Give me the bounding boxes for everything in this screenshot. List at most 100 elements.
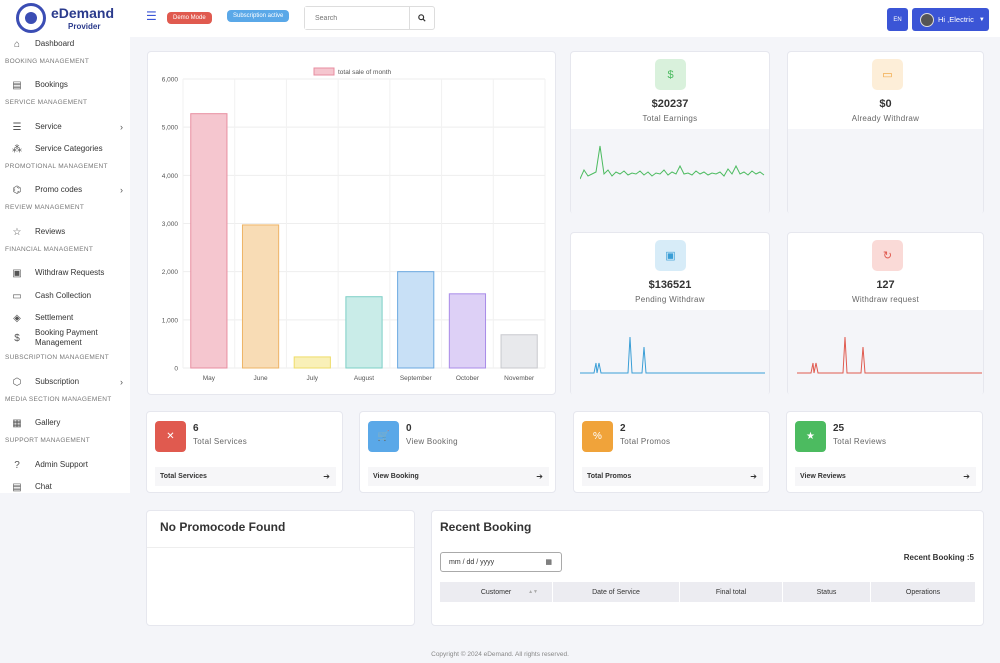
section-title: REVIEW MANAGEMENT (5, 204, 85, 211)
sidebar-item-label: Service (35, 122, 62, 131)
percent-icon: % (582, 421, 613, 452)
x-tick-label: November (504, 375, 535, 382)
booking-table-header: Customer ▲▼ Date of Service Final total S… (440, 582, 975, 602)
arrow-right-icon: ➔ (750, 472, 757, 481)
mini-footer-link[interactable]: Total Services ➔ (155, 467, 336, 486)
dollar-circle-icon: $ (14, 332, 20, 344)
sort-icon: ▲▼ (528, 589, 538, 595)
y-tick-label: 2,000 (162, 269, 179, 276)
mini-title: Total Promos (620, 437, 671, 446)
calendar-icon: ▤ (12, 79, 22, 91)
gallery-icon: ▦ (12, 417, 22, 429)
sparkline-area (788, 129, 983, 215)
dollar-icon: $ (655, 59, 686, 90)
mini-footer-link[interactable]: View Reviews ➔ (795, 467, 976, 486)
column-header-customer[interactable]: Customer ▲▼ (440, 582, 553, 602)
column-header-final-total[interactable]: Final total (680, 582, 783, 602)
menu-toggle-icon[interactable]: ☰ (146, 9, 157, 23)
column-header-date[interactable]: Date of Service (553, 582, 680, 602)
sidebar-item-label: Promo codes (35, 185, 83, 194)
arrow-right-icon: ➔ (536, 472, 543, 481)
sidebar-item-reviews[interactable]: ☆ Reviews (11, 225, 123, 239)
column-label: Final total (715, 588, 747, 596)
x-tick-label: June (254, 375, 268, 382)
recent-booking-panel: Recent Booking mm / dd / yyyy ▦ Recent B… (431, 510, 984, 626)
subscription-badge: Subscription active (227, 10, 290, 22)
sidebar-item-dashboard[interactable]: ⌂ Dashboard (11, 37, 123, 51)
stat-label: Total Earnings (642, 114, 698, 123)
search-box (304, 6, 435, 30)
sidebar-item-label: Admin Support (35, 460, 88, 469)
mini-footer-link[interactable]: Total Promos ➔ (582, 467, 763, 486)
search-icon (418, 14, 426, 22)
chevron-right-icon: › (120, 122, 123, 132)
mini-card-view-booking: 🛒 0 View Booking View Booking ➔ (359, 411, 556, 493)
section-title: MEDIA SECTION MANAGEMENT (5, 396, 112, 403)
stat-value: $136521 (648, 279, 692, 291)
withdraw-icon: ▣ (12, 267, 22, 279)
legend-swatch (313, 67, 335, 76)
user-menu-button[interactable]: Hi ,Electric ▼ (912, 8, 989, 31)
sidebar-item-chat[interactable]: ▤ Chat (11, 480, 123, 494)
shapes-icon: ⁂ (12, 143, 22, 155)
mini-footer-link[interactable]: View Booking ➔ (368, 467, 549, 486)
tools-icon: ✕ (155, 421, 186, 452)
stat-label: Already Withdraw (851, 114, 920, 123)
sidebar-item-promo-codes[interactable]: ⌬ Promo codes › (11, 183, 123, 197)
mini-footer-label: View Reviews (800, 473, 846, 480)
wallet-icon: ▭ (872, 59, 903, 90)
column-header-status[interactable]: Status (783, 582, 871, 602)
sidebar-item-label: Reviews (35, 227, 66, 236)
sidebar-item-withdraw-requests[interactable]: ▣ Withdraw Requests (11, 266, 123, 280)
section-title: FINANCIAL MANAGEMENT (5, 246, 94, 253)
brand-title: eDemand (51, 5, 115, 21)
sidebar-item-subscription[interactable]: ⬡ Subscription › (11, 375, 123, 389)
sidebar-item-gallery[interactable]: ▦ Gallery (11, 416, 123, 430)
mini-count: 2 (620, 423, 626, 434)
language-button[interactable]: EN (887, 8, 908, 31)
recent-booking-count: Recent Booking :5 (903, 553, 974, 562)
sidebar-item-bookings[interactable]: ▤ Bookings (11, 78, 123, 92)
column-header-operations[interactable]: Operations (871, 582, 975, 602)
sidebar-item-label: Withdraw Requests (35, 268, 105, 277)
search-button[interactable] (409, 7, 434, 29)
sidebar-item-service[interactable]: ☰ Service › (11, 120, 123, 134)
bar-november (500, 334, 538, 369)
stat-value: $0 (879, 98, 892, 110)
mini-title: Total Services (193, 437, 247, 446)
brand-logo[interactable]: eDemand Provider (16, 3, 126, 33)
sparkline-area (788, 310, 983, 396)
calendar-icon[interactable]: ▦ (545, 559, 552, 566)
star-icon: ☆ (12, 226, 22, 238)
search-input[interactable] (305, 7, 411, 29)
sidebar-item-settlement[interactable]: ◈ Settlement (11, 311, 123, 325)
stat-card-withdraw-request: ↻ 127 Withdraw request (787, 232, 984, 396)
stat-card-already-withdraw: ▭ $0 Already Withdraw (787, 51, 984, 215)
money-icon: ▣ (655, 240, 686, 271)
sidebar-item-label: Booking Payment Management (35, 328, 98, 348)
y-tick-label: 4,000 (162, 173, 179, 180)
mini-count: 25 (833, 423, 845, 434)
home-icon: ⌂ (13, 38, 21, 50)
recent-booking-title: Recent Booking (440, 520, 532, 534)
sidebar-item-label: Service Categories (35, 144, 103, 153)
bar-may (190, 113, 228, 369)
sidebar-item-cash-collection[interactable]: ▭ Cash Collection (11, 289, 123, 303)
y-tick-label: 0 (174, 366, 178, 373)
mini-card-total-promos: % 2 Total Promos Total Promos ➔ (573, 411, 770, 493)
chat-icon: ▤ (12, 481, 22, 493)
sidebar-item-service-categories[interactable]: ⁂ Service Categories (11, 142, 123, 156)
x-tick-label: August (354, 375, 374, 382)
stat-value: $20237 (651, 98, 689, 110)
card-icon: ▭ (12, 290, 22, 302)
date-filter-input[interactable]: mm / dd / yyyy ▦ (440, 552, 562, 572)
mini-count: 0 (406, 423, 412, 434)
y-tick-label: 1,000 (162, 317, 179, 324)
x-tick-label: May (203, 375, 216, 382)
sparkline-area (571, 129, 769, 215)
sidebar-item-admin-support[interactable]: ? Admin Support (11, 458, 123, 472)
sparkline-area (571, 310, 769, 396)
sidebar-item-booking-payment[interactable]: $ Booking Payment Management (11, 327, 123, 349)
footer-copyright: Copyright © 2024 eDemand. All rights res… (431, 651, 569, 658)
sidebar-item-label: Subscription (35, 377, 80, 386)
